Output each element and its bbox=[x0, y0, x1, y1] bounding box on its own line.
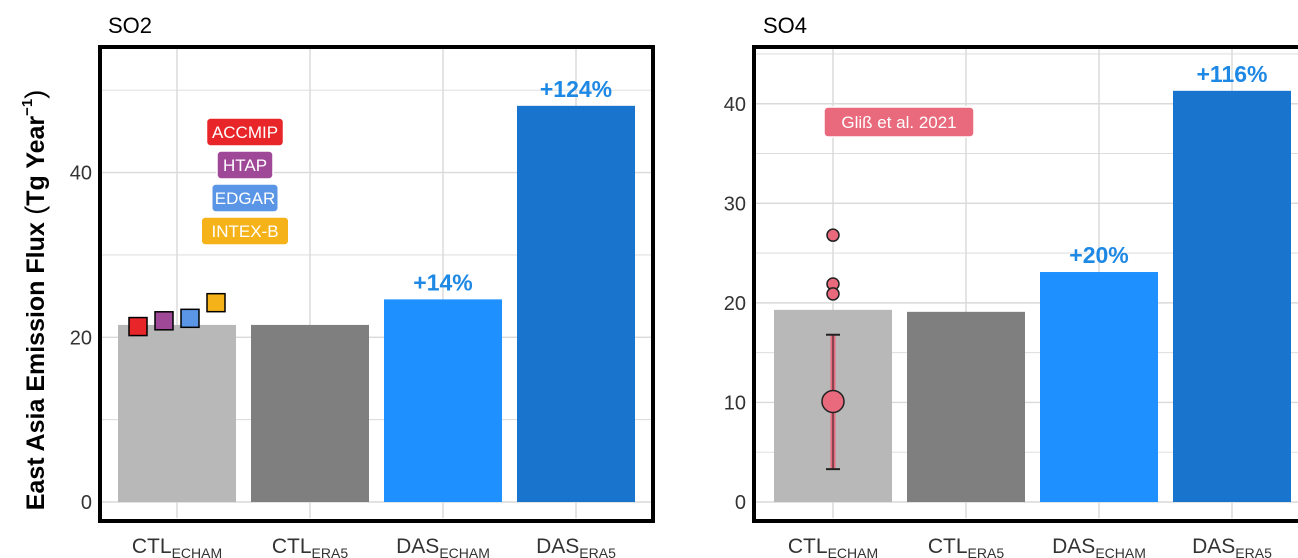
y-axis-label-main: East Asia Emission Flux bbox=[22, 222, 50, 510]
y-axis-label-unit: Tg Year bbox=[22, 116, 50, 206]
x-tick-subscript: ECHAM bbox=[828, 545, 879, 558]
x-tick-base: CTL bbox=[788, 535, 828, 558]
bar-ctl-era5 bbox=[907, 311, 1025, 502]
bar-ctl-echam bbox=[118, 324, 236, 502]
x-tick-label: CTLECHAM bbox=[132, 535, 222, 558]
panel-frame bbox=[752, 45, 1298, 523]
x-tick-base: CTL bbox=[272, 535, 312, 558]
bar-percent-label: +20% bbox=[1069, 242, 1128, 268]
bar-percent-label: +14% bbox=[413, 269, 472, 295]
y-tick-label: 30 bbox=[724, 193, 746, 215]
y-axis-label-exponent: −1 bbox=[19, 99, 36, 116]
x-tick-base: DAS bbox=[1052, 535, 1095, 558]
inventory-label: INTEX-B bbox=[211, 222, 278, 241]
bar-ctl-era5 bbox=[251, 324, 369, 502]
inventory-label: HTAP bbox=[223, 156, 267, 175]
panel-title: SO4 bbox=[763, 13, 807, 38]
y-tick-label: 40 bbox=[724, 94, 746, 116]
bar-das-era5 bbox=[1173, 90, 1291, 503]
y-tick-label: 0 bbox=[81, 492, 92, 514]
y-tick-label: 20 bbox=[70, 327, 92, 349]
x-tick-label: DASERA5 bbox=[1192, 535, 1272, 558]
inventory-marker-intex-b bbox=[206, 292, 226, 313]
x-tick-subscript: ERA5 bbox=[968, 545, 1005, 558]
y-tick-label: 40 bbox=[70, 163, 92, 185]
bar-percent-label: +116% bbox=[1197, 61, 1268, 87]
x-tick-subscript: ERA5 bbox=[312, 545, 349, 558]
x-tick-base: DAS bbox=[536, 535, 579, 558]
x-tick-label: DASECHAM bbox=[396, 535, 490, 558]
reference-point bbox=[826, 228, 840, 242]
x-tick-base: CTL bbox=[928, 535, 968, 558]
x-tick-subscript: ECHAM bbox=[1095, 545, 1146, 558]
inventory-label-box bbox=[200, 216, 290, 246]
panel-title: SO2 bbox=[108, 13, 152, 38]
inventory-marker-accmip bbox=[128, 316, 148, 337]
reference-label: Gliß et al. 2021 bbox=[841, 113, 956, 132]
y-tick-label: 0 bbox=[735, 492, 746, 514]
x-tick-subscript: ERA5 bbox=[1235, 545, 1272, 558]
reference-label-box bbox=[823, 106, 975, 138]
x-tick-base: DAS bbox=[396, 535, 439, 558]
bar-das-era5 bbox=[517, 105, 635, 503]
y-tick-label: 10 bbox=[724, 392, 746, 414]
inventory-label: EDGAR bbox=[215, 189, 275, 208]
inventory-label: ACCMIP bbox=[212, 123, 278, 142]
inventory-marker-htap bbox=[154, 311, 174, 331]
reference-point bbox=[826, 287, 840, 301]
inventory-label-box bbox=[205, 117, 285, 147]
x-tick-subscript: ERA5 bbox=[579, 545, 616, 558]
x-tick-label: CTLERA5 bbox=[272, 535, 348, 558]
bar-das-echam bbox=[1040, 272, 1158, 502]
x-tick-label: DASECHAM bbox=[1052, 535, 1146, 558]
x-tick-base: CTL bbox=[132, 535, 172, 558]
x-tick-base: DAS bbox=[1192, 535, 1235, 558]
y-tick-label: 20 bbox=[724, 293, 746, 315]
y-axis-label: East Asia Emission Flux (Tg Year−1) bbox=[19, 90, 50, 511]
reference-mean-point bbox=[821, 389, 845, 414]
x-tick-subscript: ECHAM bbox=[439, 545, 490, 558]
x-tick-label: DASERA5 bbox=[536, 535, 616, 558]
x-tick-label: CTLECHAM bbox=[788, 535, 878, 558]
x-tick-label: CTLERA5 bbox=[928, 535, 1004, 558]
bar-das-echam bbox=[384, 299, 502, 502]
panel-frame bbox=[98, 45, 655, 523]
bar-percent-label: +124% bbox=[540, 76, 612, 102]
inventory-label-box bbox=[216, 150, 274, 180]
inventory-label-box bbox=[211, 183, 279, 213]
x-tick-subscript: ECHAM bbox=[172, 545, 223, 558]
inventory-marker-edgar bbox=[180, 308, 200, 329]
